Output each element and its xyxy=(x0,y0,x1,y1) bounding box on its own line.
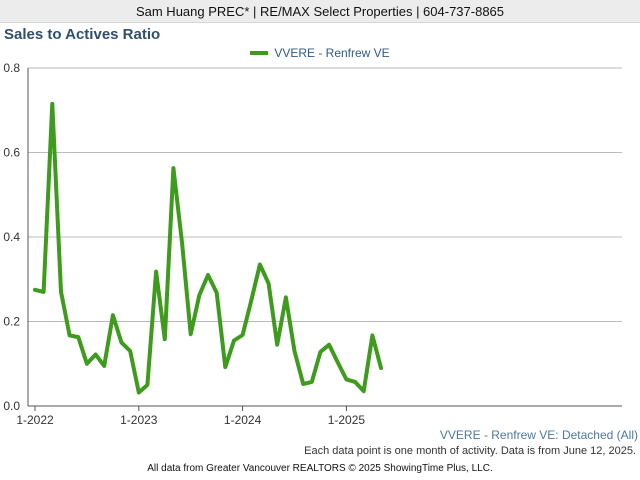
y-tick-label: 0.6 xyxy=(3,146,20,160)
header-text: Sam Huang PREC* | RE/MAX Select Properti… xyxy=(135,3,505,19)
legend: VVERE - Renfrew VE xyxy=(0,46,640,60)
legend-swatch xyxy=(250,51,269,55)
x-tick-label: 1-2022 xyxy=(16,413,54,427)
y-tick-label: 0.8 xyxy=(3,61,20,75)
credit-line: All data from Greater Vancouver REALTORS… xyxy=(147,463,493,474)
y-tick-label: 0.0 xyxy=(3,399,20,413)
y-tick-label: 0.4 xyxy=(3,230,20,244)
x-tick-label: 1-2024 xyxy=(224,413,262,427)
legend-label: VVERE - Renfrew VE xyxy=(274,46,390,60)
y-tick-label: 0.2 xyxy=(3,315,20,329)
header-bar: Sam Huang PREC* | RE/MAX Select Properti… xyxy=(0,0,640,23)
x-tick-label: 1-2025 xyxy=(328,413,366,427)
x-tick-label: 1-2023 xyxy=(120,413,158,427)
chart-title: Sales to Actives Ratio xyxy=(4,26,161,43)
data-note: Each data point is one month of activity… xyxy=(304,445,636,457)
series-caption: VVERE - Renfrew VE: Detached (All) xyxy=(439,428,638,442)
series-line xyxy=(33,101,383,395)
